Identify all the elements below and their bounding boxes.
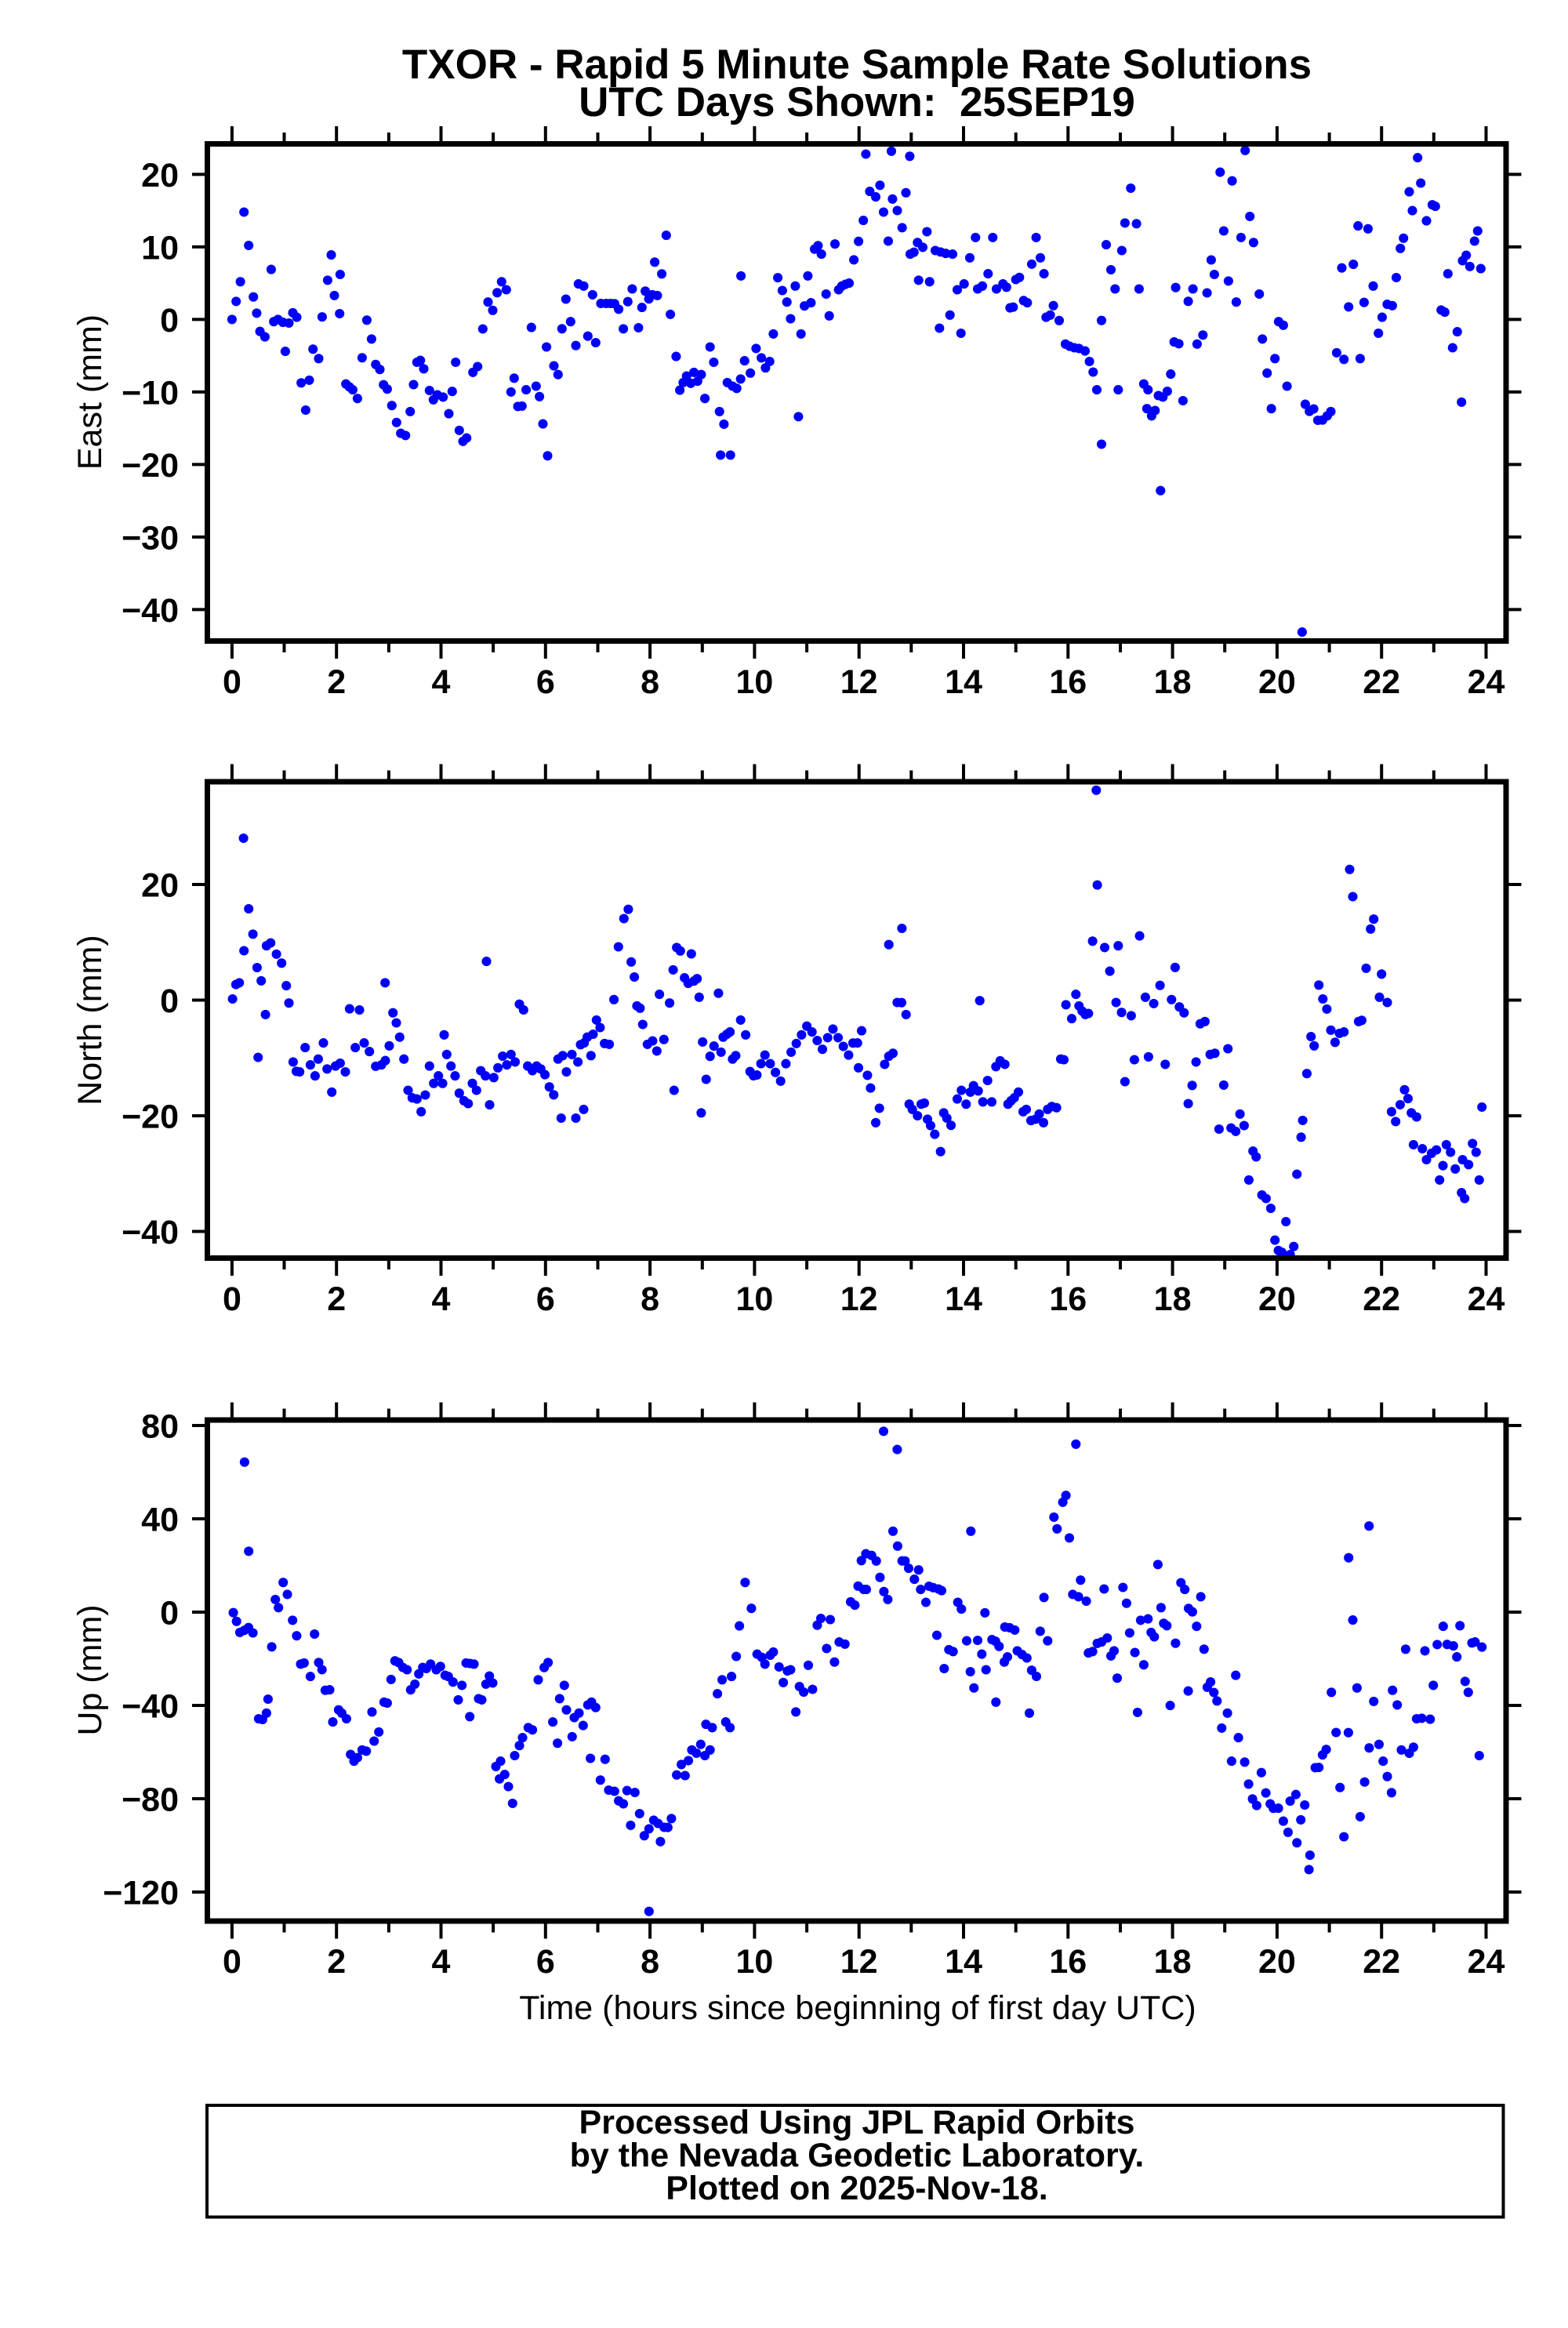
svg-text:TXOR - Rapid 5 Minute Sample R: TXOR - Rapid 5 Minute Sample Rate Soluti…: [402, 42, 1312, 88]
svg-text:8: 8: [641, 1280, 659, 1318]
svg-text:20: 20: [1258, 1943, 1296, 1981]
svg-text:0: 0: [160, 1595, 179, 1633]
svg-text:8: 8: [641, 1943, 659, 1981]
svg-text:6: 6: [536, 663, 555, 701]
svg-text:14: 14: [945, 1280, 982, 1318]
svg-text:16: 16: [1049, 1280, 1087, 1318]
svg-text:20: 20: [1258, 663, 1296, 701]
svg-text:80: 80: [141, 1408, 179, 1446]
svg-text:Up (mm): Up (mm): [71, 1604, 109, 1735]
svg-text:0: 0: [223, 663, 241, 701]
svg-text:−40: −40: [122, 1688, 179, 1726]
svg-text:10: 10: [141, 229, 179, 267]
svg-text:East (mm): East (mm): [71, 314, 109, 470]
svg-text:2: 2: [327, 663, 346, 701]
svg-text:−40: −40: [122, 592, 179, 630]
svg-text:−20: −20: [122, 447, 179, 485]
svg-text:−80: −80: [122, 1781, 179, 1819]
svg-text:18: 18: [1154, 1943, 1192, 1981]
svg-text:14: 14: [945, 1943, 982, 1981]
svg-text:0: 0: [223, 1943, 241, 1981]
svg-text:22: 22: [1363, 1943, 1400, 1981]
svg-text:10: 10: [735, 1943, 773, 1981]
svg-text:16: 16: [1049, 663, 1087, 701]
svg-text:4: 4: [432, 663, 451, 701]
svg-text:−20: −20: [122, 1099, 179, 1136]
svg-text:0: 0: [223, 1280, 241, 1318]
svg-text:6: 6: [536, 1280, 555, 1318]
svg-text:−40: −40: [122, 1214, 179, 1251]
svg-text:−120: −120: [103, 1875, 179, 1912]
svg-text:12: 12: [840, 1943, 878, 1981]
svg-text:0: 0: [160, 302, 179, 340]
svg-text:22: 22: [1363, 1280, 1400, 1318]
svg-text:14: 14: [945, 663, 982, 701]
svg-text:North (mm): North (mm): [71, 935, 109, 1105]
svg-text:18: 18: [1154, 1280, 1192, 1318]
svg-text:−30: −30: [122, 519, 179, 557]
svg-text:40: 40: [141, 1502, 179, 1539]
svg-text:Plotted on 2025-Nov-18.: Plotted on 2025-Nov-18.: [666, 2170, 1047, 2207]
svg-text:by the Nevada Geodetic Laborat: by the Nevada Geodetic Laboratory.: [570, 2137, 1145, 2174]
svg-text:24: 24: [1468, 663, 1505, 701]
svg-text:UTC Days Shown: 25SEP19: UTC Days Shown: 25SEP19: [579, 79, 1135, 125]
svg-text:12: 12: [840, 663, 878, 701]
svg-text:24: 24: [1468, 1280, 1505, 1318]
svg-text:−10: −10: [122, 374, 179, 412]
svg-text:2: 2: [327, 1943, 346, 1981]
svg-text:6: 6: [536, 1943, 555, 1981]
svg-text:8: 8: [641, 663, 659, 701]
svg-text:0: 0: [160, 982, 179, 1020]
svg-text:10: 10: [735, 1280, 773, 1318]
svg-text:10: 10: [735, 663, 773, 701]
svg-text:Processed Using JPL Rapid Orbi: Processed Using JPL Rapid Orbits: [579, 2104, 1135, 2141]
svg-text:12: 12: [840, 1280, 878, 1318]
svg-text:18: 18: [1154, 663, 1192, 701]
svg-text:24: 24: [1468, 1943, 1505, 1981]
svg-text:20: 20: [141, 157, 179, 194]
svg-text:4: 4: [432, 1943, 451, 1981]
svg-text:16: 16: [1049, 1943, 1087, 1981]
svg-text:4: 4: [432, 1280, 451, 1318]
svg-text:Time (hours since beginning of: Time (hours since beginning of first day…: [519, 1989, 1196, 2027]
svg-text:20: 20: [1258, 1280, 1296, 1318]
svg-text:20: 20: [141, 867, 179, 905]
svg-text:2: 2: [327, 1280, 346, 1318]
svg-text:22: 22: [1363, 663, 1400, 701]
